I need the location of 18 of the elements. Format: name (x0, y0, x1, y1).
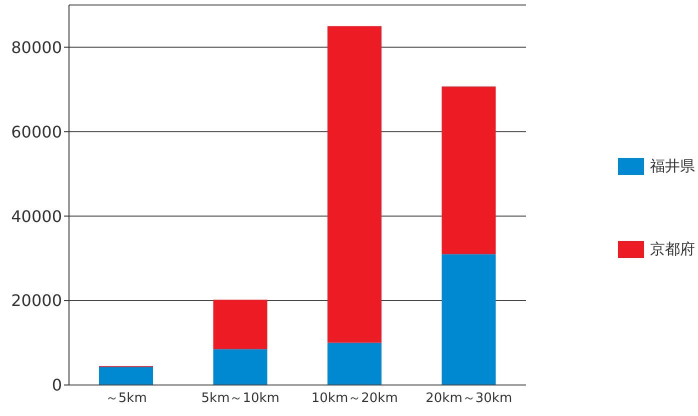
bar (213, 349, 268, 385)
x-tick-label: 5km～10km (201, 391, 280, 406)
legend-label: 福井県 (650, 157, 695, 176)
bar (328, 342, 382, 385)
x-tick-label: 10km～20km (311, 391, 398, 406)
bar (99, 366, 153, 385)
bar (442, 254, 496, 385)
x-tick-label: ～5km (105, 391, 147, 406)
x-tick-label: 20km～30km (426, 391, 512, 406)
y-tick-label: 40000 (11, 206, 62, 226)
legend-label: 京都府 (650, 240, 695, 259)
bar (328, 26, 382, 343)
y-tick-label: 80000 (11, 38, 62, 57)
y-tick-label: 0 (52, 376, 62, 395)
bar (213, 300, 268, 350)
bar (442, 86, 496, 254)
y-tick-label: 60000 (11, 122, 62, 142)
y-tick-label: 20000 (11, 291, 62, 310)
